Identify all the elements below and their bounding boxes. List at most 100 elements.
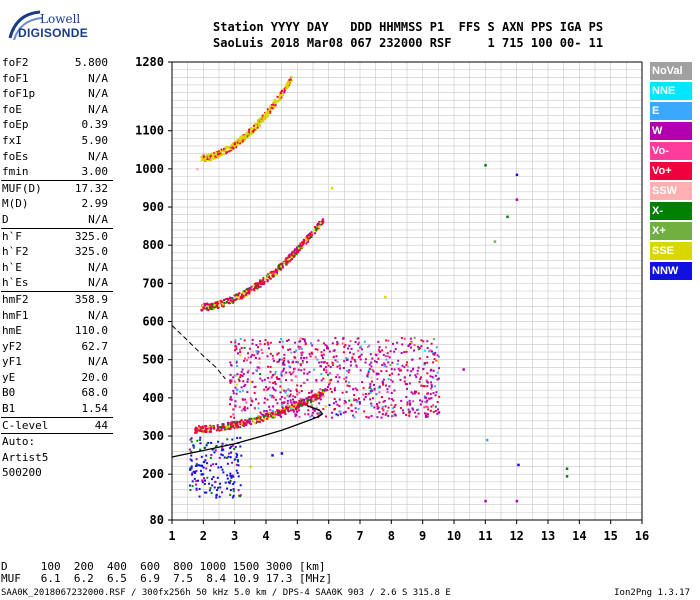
- echo-point: [377, 340, 380, 343]
- echo-point: [236, 454, 239, 457]
- echo-point: [430, 350, 433, 353]
- echo-point: [195, 462, 198, 465]
- echo-point: [242, 135, 245, 138]
- echo-point: [266, 277, 269, 280]
- echo-point: [264, 339, 267, 342]
- echo-point: [302, 243, 305, 246]
- echo-point: [250, 423, 253, 426]
- echo-point: [380, 416, 383, 419]
- echo-point: [307, 396, 310, 399]
- echo-point: [368, 386, 371, 389]
- echo-point: [218, 495, 221, 498]
- echo-point: [293, 410, 296, 413]
- echo-point: [210, 454, 213, 457]
- echo-point: [253, 283, 256, 286]
- echo-point: [198, 488, 201, 491]
- echo-point: [229, 426, 232, 429]
- echo-point: [328, 381, 331, 384]
- echo-point: [231, 425, 234, 428]
- echo-point: [423, 395, 426, 398]
- echo-point: [269, 341, 272, 344]
- echo-point: [322, 218, 325, 221]
- echo-point: [204, 479, 207, 482]
- echo-point: [217, 302, 220, 305]
- echo-point: [245, 424, 248, 427]
- echo-point: [237, 352, 240, 355]
- echo-point: [400, 369, 403, 372]
- echo-point: [325, 369, 328, 372]
- echo-point: [382, 400, 385, 403]
- echo-point: [256, 287, 259, 290]
- echo-point: [294, 407, 297, 410]
- echo-point: [294, 341, 297, 344]
- chart-curves: [171, 325, 324, 458]
- echo-point: [286, 402, 289, 405]
- echo-point: [397, 359, 400, 362]
- echo-point: [211, 152, 214, 155]
- x-tick-label: 14: [572, 529, 586, 543]
- echo-point: [241, 140, 244, 143]
- echo-point: [281, 411, 284, 414]
- echo-point: [355, 400, 358, 403]
- legend-item-xm: X-: [650, 202, 692, 220]
- echo-point: [348, 399, 351, 402]
- echo-point: [405, 413, 408, 416]
- echo-point: [239, 373, 242, 376]
- echo-point: [318, 412, 321, 415]
- echo-point: [322, 353, 325, 356]
- echo-point: [414, 374, 417, 377]
- echo-point: [416, 372, 419, 375]
- echo-point: [311, 344, 314, 347]
- echo-point: [314, 356, 317, 359]
- y-tick-label: 600: [142, 315, 164, 329]
- echo-point: [218, 456, 221, 459]
- echo-point: [226, 477, 229, 480]
- echo-point: [318, 361, 321, 364]
- echo-point: [410, 370, 413, 373]
- echo-point: [372, 370, 375, 373]
- y-tick-label: 300: [142, 429, 164, 443]
- echo-point: [200, 464, 203, 467]
- y-tick-label: 80: [150, 513, 164, 527]
- echo-point: [279, 414, 282, 417]
- echo-point: [235, 420, 238, 423]
- echo-point: [271, 270, 274, 273]
- echo-point: [406, 387, 409, 390]
- x-tick-label: 1: [168, 529, 175, 543]
- echo-point: [289, 80, 292, 83]
- echo-point: [346, 384, 349, 387]
- echo-point: [247, 352, 250, 355]
- param-value-hes: N/A: [88, 276, 108, 290]
- x-tick-label: 8: [388, 529, 395, 543]
- legend-item-nne: NNE: [650, 82, 692, 100]
- echo-point: [429, 381, 432, 384]
- echo-point: [282, 369, 285, 372]
- echo-point: [320, 361, 323, 364]
- echo-point: [238, 421, 241, 424]
- echo-point: [205, 491, 208, 494]
- echo-point: [299, 242, 302, 245]
- echo-point: [229, 403, 232, 406]
- echo-point: [205, 302, 208, 305]
- echo-point: [216, 155, 219, 158]
- echo-point: [247, 356, 250, 359]
- echo-point: [417, 392, 420, 395]
- echo-point: [377, 372, 380, 375]
- echo-point: [425, 379, 428, 382]
- echo-point: [278, 378, 281, 381]
- echo-point: [230, 476, 233, 479]
- footer-version: Ion2Png 1.3.17: [614, 588, 690, 598]
- echo-point: [231, 438, 234, 441]
- echo-point: [196, 427, 199, 430]
- echo-point: [308, 353, 311, 356]
- echo-point: [324, 388, 327, 391]
- echo-point: [210, 306, 213, 309]
- echo-point: [485, 438, 489, 442]
- echo-point: [259, 377, 262, 380]
- x-tick-label: 16: [635, 529, 649, 543]
- echo-point: [515, 173, 519, 177]
- echo-point: [432, 338, 435, 341]
- echo-point: [376, 403, 379, 406]
- echo-point: [253, 126, 256, 129]
- legend-item-xm: X+: [650, 222, 692, 240]
